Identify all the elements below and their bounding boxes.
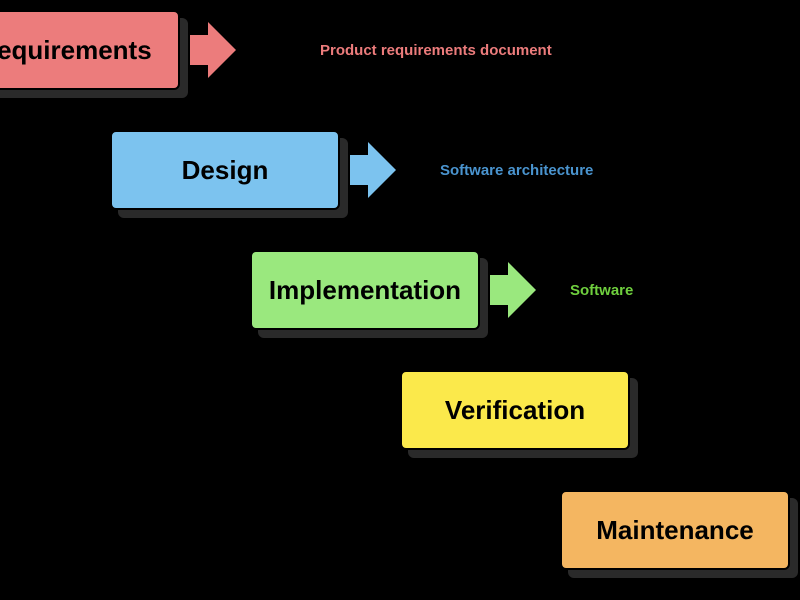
design-arrow-head <box>368 142 396 198</box>
verification-box: Verification <box>400 370 630 450</box>
requirements-annotation: Product requirements document <box>320 42 552 59</box>
design-box: Design <box>110 130 340 210</box>
implementation-box: Implementation <box>250 250 480 330</box>
implementation-arrow-head <box>508 262 536 318</box>
maintenance-box: Maintenance <box>560 490 790 570</box>
implementation-annotation: Software <box>570 282 633 299</box>
design-annotation: Software architecture <box>440 162 593 179</box>
implementation-arrow-body <box>490 275 508 305</box>
requirements-arrow-body <box>190 35 208 65</box>
requirements-arrow-head <box>208 22 236 78</box>
requirements-box: Requirements <box>0 10 180 90</box>
design-arrow-body <box>350 155 368 185</box>
